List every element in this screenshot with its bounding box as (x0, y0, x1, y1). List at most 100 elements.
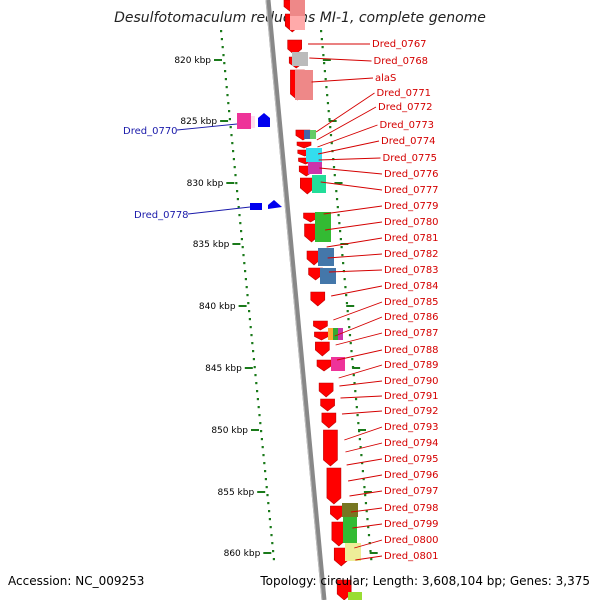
leader-line (345, 442, 383, 453)
scale-dot (351, 358, 354, 361)
leader-line (339, 380, 383, 387)
leader-line (336, 349, 383, 361)
scale-dot (353, 382, 356, 385)
leader-line (355, 555, 383, 561)
scale-dot (257, 406, 260, 409)
scale-dot (340, 246, 343, 249)
scale-dot (244, 278, 247, 281)
scale-dot (244, 270, 247, 273)
cog-block (318, 248, 334, 266)
scale-dot (224, 78, 227, 81)
forward-gene (336, 579, 352, 600)
gene-label: Dred_0794 (384, 438, 439, 449)
leader-line (334, 316, 383, 337)
scale-dot (256, 390, 259, 393)
tick-label: 820 kbp (174, 56, 211, 66)
leader-line (338, 364, 383, 379)
forward-gene (318, 382, 334, 398)
scale-dot (234, 174, 237, 177)
scale-dot (327, 110, 330, 113)
gene-label: Dred_0799 (384, 519, 439, 530)
scale-dot (363, 486, 366, 489)
forward-gene (313, 320, 328, 331)
scale-dot (227, 102, 230, 105)
scale-dot (355, 406, 358, 409)
gene-label: Dred_0792 (384, 406, 439, 417)
scale-dot (333, 174, 336, 177)
scale-dot (245, 286, 248, 289)
gene-label: Dred_0791 (384, 391, 439, 402)
leader-line (311, 77, 374, 83)
scale-dot (366, 518, 369, 521)
leader-line (333, 301, 383, 321)
scale-dot (349, 342, 352, 345)
cog-block (328, 328, 333, 340)
cog-block (290, 16, 305, 30)
forward-gene (315, 341, 330, 357)
scale-dot (230, 134, 233, 137)
cog-blocks (237, 0, 362, 600)
forward-gene (320, 398, 335, 412)
gene-label: Dred_0779 (384, 201, 439, 212)
forward-gene (316, 359, 332, 372)
leader-line (327, 253, 383, 259)
scale-dot (243, 262, 246, 265)
scale-dot (239, 222, 242, 225)
tick-label: 835 kbp (193, 240, 230, 250)
scale-dot (231, 142, 234, 145)
scale-dot (268, 518, 271, 521)
scale-dot (360, 454, 363, 457)
scale-dot (338, 222, 341, 225)
scale-dot (240, 238, 243, 241)
leader-line (319, 167, 383, 175)
gene-label: Dred_0778 (134, 210, 189, 221)
scale-dot (358, 430, 361, 433)
scale-dot (250, 334, 253, 337)
gene-label: alaS (375, 73, 396, 84)
scale-dot (256, 398, 259, 401)
gene-label: Dred_0773 (380, 120, 435, 131)
leader-line (331, 285, 383, 297)
scale-dot (364, 502, 368, 505)
scale-dot (350, 350, 353, 353)
gene-label: Dred_0788 (384, 345, 439, 356)
scale-dot (260, 430, 263, 433)
scale-dot (268, 510, 271, 513)
leader-line (316, 106, 377, 141)
scale-dot (369, 550, 372, 553)
scale-dot (357, 422, 360, 425)
cog-block (315, 212, 331, 242)
scale-dot (229, 126, 232, 129)
scale-dot (223, 62, 226, 65)
gene-label: Dred_0785 (384, 297, 439, 308)
leader-line (352, 523, 383, 529)
cog-block (237, 113, 251, 129)
scale-dot (320, 38, 323, 41)
cog-block (292, 52, 308, 66)
cog-block (342, 503, 358, 517)
gene-label: Dred_0800 (384, 535, 439, 546)
forward-gene (296, 141, 312, 149)
scale-dot (270, 534, 273, 537)
gene-label: Dred_0793 (384, 422, 439, 433)
scale-dot (269, 526, 272, 529)
leader-line (341, 410, 383, 415)
gene-label: Dred_0790 (384, 376, 439, 387)
scale-dot (259, 422, 262, 425)
scale-dot (354, 398, 358, 401)
leader-line (318, 157, 381, 161)
leader-line (348, 474, 383, 482)
gene-label: Dred_0767 (372, 39, 427, 50)
leader-line (340, 395, 383, 399)
gene-label: Dred_0777 (384, 185, 439, 196)
scale-dot (252, 358, 255, 361)
cog-block (295, 70, 313, 100)
forward-gene (310, 291, 326, 307)
scale-dot (233, 166, 236, 169)
scale-dot (272, 550, 275, 553)
scale-dot (265, 486, 268, 489)
scale-dot (365, 510, 368, 513)
scale-dot (242, 254, 245, 257)
scale-dot (241, 246, 244, 249)
